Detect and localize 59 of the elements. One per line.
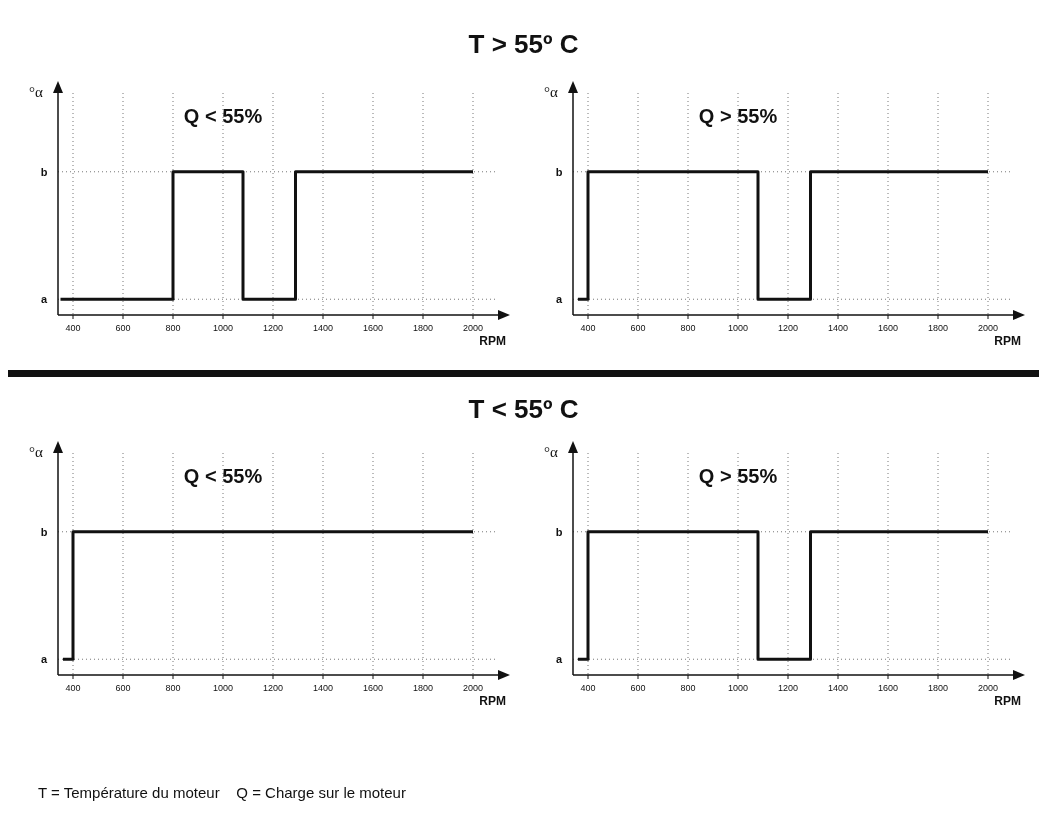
x-tick-label: 1200 (777, 323, 799, 333)
x-tick-label: 1000 (727, 323, 749, 333)
x-tick-label: 1600 (877, 683, 899, 693)
text: a (555, 293, 563, 306)
x-tick-label: 600 (630, 683, 646, 693)
x-tick-label: 800 (680, 323, 696, 333)
x-tick-label: 600 (115, 323, 131, 333)
x-tick-label: 1600 (362, 323, 384, 333)
x-tick-label: 1600 (877, 323, 899, 333)
x-tick-label: 1400 (827, 683, 849, 693)
x-axis-title: RPM (479, 334, 506, 348)
x-tick-label: 600 (630, 323, 646, 333)
x-tick-label: 1600 (362, 683, 384, 693)
x-tick-label: 400 (580, 683, 596, 693)
chart-title: Q < 55% (183, 105, 263, 127)
x-tick-label: 2000 (977, 323, 999, 333)
y-axis-title: °α (544, 444, 559, 460)
text: T > 55º C (468, 29, 579, 59)
x-axis-title: RPM (479, 694, 506, 708)
text: b (555, 525, 563, 538)
text: b (40, 165, 48, 178)
y-axis-title: °α (29, 84, 44, 100)
x-tick-label: 400 (580, 323, 596, 333)
x-tick-label: 2000 (462, 323, 484, 333)
chart-title: Q < 55% (183, 465, 263, 487)
chart-title: Q > 55% (698, 105, 778, 127)
x-tick-label: 800 (165, 323, 181, 333)
text: T = Température du moteur Q = Charge sur le moteur (38, 784, 406, 801)
chart-title: Q > 55% (698, 465, 778, 487)
x-tick-label: 2000 (462, 683, 484, 693)
x-tick-label: 2000 (977, 683, 999, 693)
x-tick-label: 1200 (262, 683, 284, 693)
text: T < 55º C (468, 394, 579, 424)
x-axis-title: RPM (994, 694, 1021, 708)
x-tick-label: 1200 (262, 323, 284, 333)
x-axis-title: RPM (994, 334, 1021, 348)
x-tick-label: 600 (115, 683, 131, 693)
x-tick-label: 1000 (727, 683, 749, 693)
x-tick-label: 1000 (212, 683, 234, 693)
text: a (555, 653, 563, 666)
x-tick-label: 1200 (777, 683, 799, 693)
x-tick-label: 1800 (927, 323, 949, 333)
text: b (555, 165, 563, 178)
x-tick-label: 1800 (412, 323, 434, 333)
x-tick-label: 1400 (827, 323, 849, 333)
text: a (40, 293, 48, 306)
text: b (40, 525, 48, 538)
x-tick-label: 1400 (312, 683, 334, 693)
text: a (40, 653, 48, 666)
x-tick-label: 800 (165, 683, 181, 693)
x-tick-label: 800 (680, 683, 696, 693)
x-tick-label: 1800 (927, 683, 949, 693)
y-axis-title: °α (29, 444, 44, 460)
x-tick-label: 1000 (212, 323, 234, 333)
y-axis-title: °α (544, 84, 559, 100)
x-tick-label: 400 (65, 323, 81, 333)
x-tick-label: 400 (65, 683, 81, 693)
x-tick-label: 1800 (412, 683, 434, 693)
x-tick-label: 1400 (312, 323, 334, 333)
